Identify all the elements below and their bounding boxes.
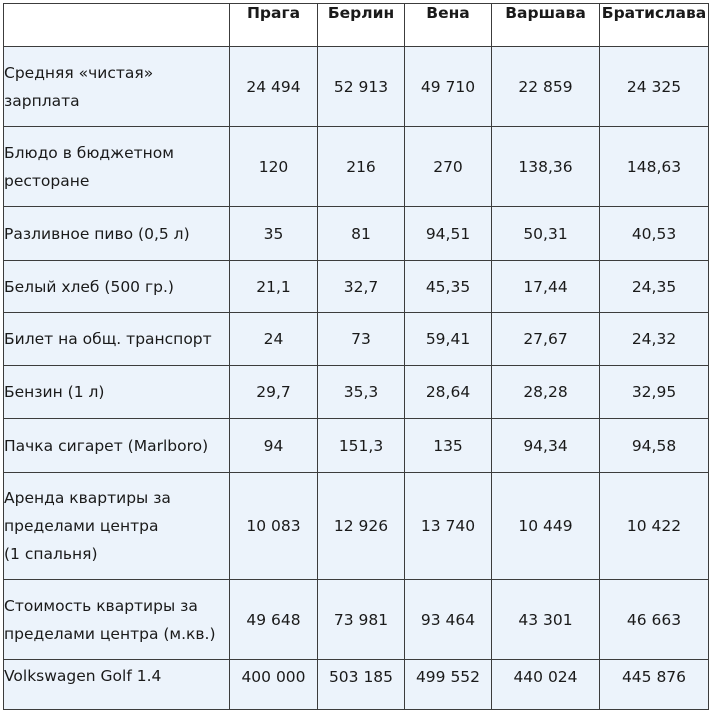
- row-label: Стоимость квартиры за пределами центра (…: [3, 579, 230, 660]
- column-header-berlin: Берлин: [317, 3, 405, 47]
- table-cell: 10 422: [599, 472, 709, 580]
- table-cell: 50,31: [491, 206, 600, 261]
- table-cell: 270: [404, 126, 492, 207]
- table-cell: 35,3: [317, 365, 405, 419]
- row-label: Средняя «чистая» зарплата: [3, 46, 230, 127]
- table-cell: 138,36: [491, 126, 600, 207]
- row-label: Белый хлеб (500 гр.): [3, 260, 230, 313]
- table-cell: 49 710: [404, 46, 492, 127]
- table-cell: 28,28: [491, 365, 600, 419]
- column-header-vienna: Вена: [404, 3, 492, 47]
- table-cell: 59,41: [404, 312, 492, 366]
- table-cell: 24 494: [229, 46, 318, 127]
- table-cell: 499 552: [404, 659, 492, 710]
- table-cell: 22 859: [491, 46, 600, 127]
- row-label: Билет на общ. транспорт: [3, 312, 230, 366]
- price-comparison-table: Прага Берлин Вена Варшава Братислава Сре…: [3, 3, 709, 710]
- table-row-cigarettes: Пачка сигарет (Marlboro) 94 151,3 135 94…: [3, 418, 709, 473]
- table-row-salary: Средняя «чистая» зарплата 24 494 52 913 …: [3, 46, 709, 127]
- table-row-rent: Аренда квартиры за пределами центра (1 с…: [3, 472, 709, 580]
- row-label: Блюдо в бюджетном ресторане: [3, 126, 230, 207]
- table-cell: 440 024: [491, 659, 600, 710]
- table-cell: 27,67: [491, 312, 600, 366]
- table-cell: 216: [317, 126, 405, 207]
- table-row-bread: Белый хлеб (500 гр.) 21,1 32,7 45,35 17,…: [3, 260, 709, 313]
- row-label: Аренда квартиры за пределами центра (1 с…: [3, 472, 230, 580]
- table-cell: 21,1: [229, 260, 318, 313]
- table-cell: 13 740: [404, 472, 492, 580]
- table-cell: 151,3: [317, 418, 405, 473]
- row-label: Разливное пиво (0,5 л): [3, 206, 230, 261]
- table-cell: 28,64: [404, 365, 492, 419]
- table-cell: 120: [229, 126, 318, 207]
- table-cell: 135: [404, 418, 492, 473]
- table-cell: 93 464: [404, 579, 492, 660]
- column-header-warsaw: Варшава: [491, 3, 600, 47]
- row-label: Volkswagen Golf 1.4: [3, 659, 230, 710]
- table-cell: 503 185: [317, 659, 405, 710]
- table-cell: 81: [317, 206, 405, 261]
- table-cell: 10 449: [491, 472, 600, 580]
- header-corner-cell: [3, 3, 230, 47]
- column-header-prague: Прага: [229, 3, 318, 47]
- table-cell: 10 083: [229, 472, 318, 580]
- table-cell: 32,7: [317, 260, 405, 313]
- table-row-petrol: Бензин (1 л) 29,7 35,3 28,64 28,28 32,95: [3, 365, 709, 419]
- table-cell: 73 981: [317, 579, 405, 660]
- table-cell: 12 926: [317, 472, 405, 580]
- table-cell: 17,44: [491, 260, 600, 313]
- table-cell: 29,7: [229, 365, 318, 419]
- table-cell: 73: [317, 312, 405, 366]
- header-row: Прага Берлин Вена Варшава Братислава: [3, 3, 709, 47]
- table-cell: 400 000: [229, 659, 318, 710]
- row-label: Бензин (1 л): [3, 365, 230, 419]
- table-row-transport: Билет на общ. транспорт 24 73 59,41 27,6…: [3, 312, 709, 366]
- table-cell: 35: [229, 206, 318, 261]
- table-cell: 94,34: [491, 418, 600, 473]
- table-cell: 40,53: [599, 206, 709, 261]
- table-cell: 24 325: [599, 46, 709, 127]
- table-cell: 148,63: [599, 126, 709, 207]
- table-cell: 24,35: [599, 260, 709, 313]
- table-cell: 94,51: [404, 206, 492, 261]
- table-cell: 24: [229, 312, 318, 366]
- table-cell: 32,95: [599, 365, 709, 419]
- table-cell: 94: [229, 418, 318, 473]
- table-row-car: Volkswagen Golf 1.4 400 000 503 185 499 …: [3, 659, 709, 710]
- table-cell: 46 663: [599, 579, 709, 660]
- table-row-budget-meal: Блюдо в бюджетном ресторане 120 216 270 …: [3, 126, 709, 207]
- table-cell: 52 913: [317, 46, 405, 127]
- table-cell: 94,58: [599, 418, 709, 473]
- table-cell: 43 301: [491, 579, 600, 660]
- table-cell: 445 876: [599, 659, 709, 710]
- table-cell: 49 648: [229, 579, 318, 660]
- table-cell: 24,32: [599, 312, 709, 366]
- column-header-bratislava: Братислава: [599, 3, 709, 47]
- table-row-apartment-price: Стоимость квартиры за пределами центра (…: [3, 579, 709, 660]
- table-row-beer: Разливное пиво (0,5 л) 35 81 94,51 50,31…: [3, 206, 709, 261]
- table-cell: 45,35: [404, 260, 492, 313]
- row-label: Пачка сигарет (Marlboro): [3, 418, 230, 473]
